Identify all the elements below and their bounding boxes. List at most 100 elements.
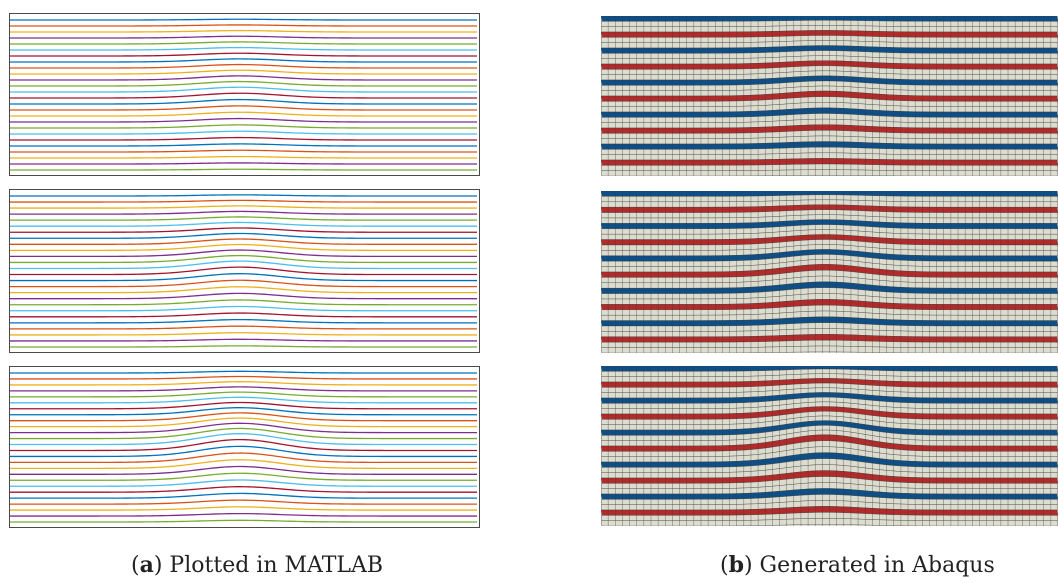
caption-b: (b) Generated in Abaqus [720, 552, 995, 578]
fiber-line [9, 86, 477, 93]
fiber-line [9, 375, 477, 380]
fiber-line [9, 381, 477, 386]
fiber-line [9, 266, 477, 276]
caption-b-open: ( [720, 553, 729, 578]
fiber-line [9, 227, 477, 233]
fiber-line [9, 512, 477, 517]
caption-a-letter: a [139, 552, 154, 578]
fiber-line [9, 433, 477, 446]
fiber-line [9, 438, 477, 452]
fiber-line [9, 305, 477, 312]
fiber-line [9, 143, 477, 147]
fiber-line [9, 63, 477, 69]
fiber-line [9, 345, 477, 348]
fiber-line [9, 292, 477, 300]
plot-frame [9, 13, 480, 176]
fiber-line [9, 162, 477, 165]
fiber-line [9, 24, 477, 27]
matlab-plot-2 [9, 189, 480, 353]
fiber-line [9, 370, 477, 374]
fiber-line [9, 452, 477, 464]
fiber-line [9, 472, 477, 481]
fiber-line [9, 325, 477, 330]
fiber-line [9, 243, 477, 252]
fiber-line [9, 35, 477, 39]
fiber-line [9, 427, 477, 440]
fiber-line [9, 422, 477, 434]
fiber-line [9, 318, 477, 324]
fiber-line [9, 412, 477, 422]
fiber-line [9, 92, 477, 99]
fiber-line [9, 205, 477, 209]
abaqus-mesh-3 [601, 366, 1058, 526]
fiber-line [9, 52, 477, 57]
matlab-plot-2-svg [9, 189, 480, 353]
abaqus-mesh-2-svg [601, 191, 1058, 353]
fiber-line [9, 401, 477, 410]
fiber-line [9, 492, 477, 499]
fiber-line [9, 396, 477, 404]
fiber-line [9, 18, 477, 21]
fiber-line [9, 98, 477, 105]
matlab-plot-1 [9, 13, 480, 176]
fiber-line [9, 459, 477, 470]
fiber-line [9, 249, 477, 258]
abaqus-mesh-2 [601, 191, 1058, 353]
fiber-line [9, 479, 477, 487]
fiber-line [9, 254, 477, 264]
fiber-line [9, 332, 477, 336]
fiber-line [9, 338, 477, 342]
fiber-line [9, 260, 477, 270]
fiber-line [9, 465, 477, 475]
matlab-plot-3 [9, 366, 480, 528]
fiber-line [9, 417, 477, 428]
fiber-line [9, 299, 477, 306]
abaqus-mesh-3-svg [601, 366, 1058, 526]
fiber-line [9, 486, 477, 493]
plot-frame [9, 189, 480, 353]
fiber-line [9, 386, 477, 392]
fiber-line [9, 407, 477, 416]
abaqus-mesh-1 [601, 16, 1058, 176]
fiber-line [9, 210, 477, 215]
fiber-line [9, 279, 477, 288]
fiber-line [9, 216, 477, 221]
fiber-line [9, 80, 477, 87]
fiber-line [9, 29, 477, 33]
fiber-line [9, 111, 477, 117]
fiber-line [9, 136, 477, 141]
matlab-plot-3-svg [9, 366, 480, 528]
fiber-line [9, 286, 477, 294]
fiber-line [9, 168, 477, 171]
plot-frame [9, 366, 480, 528]
fiber-line [9, 273, 477, 282]
fiber-line [9, 519, 477, 523]
caption-a-open: ( [131, 553, 140, 578]
fiber-line [9, 58, 477, 63]
caption-a-text: ) Plotted in MATLAB [153, 553, 384, 578]
fiber-line [9, 149, 477, 153]
fiber-line [9, 221, 477, 227]
fiber-line [9, 155, 477, 159]
fiber-line [9, 41, 477, 45]
fiber-line [9, 232, 477, 239]
fiber-line [9, 312, 477, 318]
fiber-line [9, 445, 477, 458]
fiber-line [9, 194, 477, 197]
fiber-line [9, 124, 477, 129]
fiber-line [9, 130, 477, 135]
caption-b-text: ) Generated in Abaqus [743, 553, 995, 578]
fiber-line [9, 199, 477, 203]
caption-b-letter: b [728, 552, 744, 578]
fiber-line [9, 506, 477, 511]
fiber-line [9, 117, 477, 123]
fiber-line [9, 499, 477, 505]
fiber-line [9, 238, 477, 245]
fiber-line [9, 69, 477, 75]
fiber-line [9, 75, 477, 81]
fiber-line [9, 46, 477, 51]
caption-a: (a) Plotted in MATLAB [131, 552, 383, 578]
matlab-plot-1-svg [9, 13, 480, 176]
abaqus-mesh-1-svg [601, 16, 1058, 176]
fiber-line [9, 105, 477, 111]
